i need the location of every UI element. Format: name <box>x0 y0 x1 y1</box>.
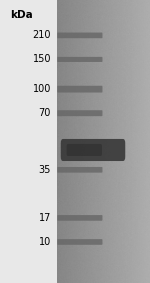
FancyBboxPatch shape <box>57 215 102 221</box>
FancyBboxPatch shape <box>57 239 102 245</box>
FancyBboxPatch shape <box>57 57 102 62</box>
Text: 210: 210 <box>33 30 51 40</box>
Text: 100: 100 <box>33 84 51 94</box>
FancyBboxPatch shape <box>57 86 102 93</box>
Text: 35: 35 <box>39 165 51 175</box>
FancyBboxPatch shape <box>57 110 102 116</box>
Text: 150: 150 <box>33 54 51 65</box>
Text: 10: 10 <box>39 237 51 247</box>
Text: 70: 70 <box>39 108 51 118</box>
FancyBboxPatch shape <box>57 167 102 173</box>
FancyBboxPatch shape <box>57 33 102 38</box>
FancyBboxPatch shape <box>67 144 102 156</box>
Text: kDa: kDa <box>10 10 33 20</box>
FancyBboxPatch shape <box>61 139 125 161</box>
Text: 17: 17 <box>39 213 51 223</box>
